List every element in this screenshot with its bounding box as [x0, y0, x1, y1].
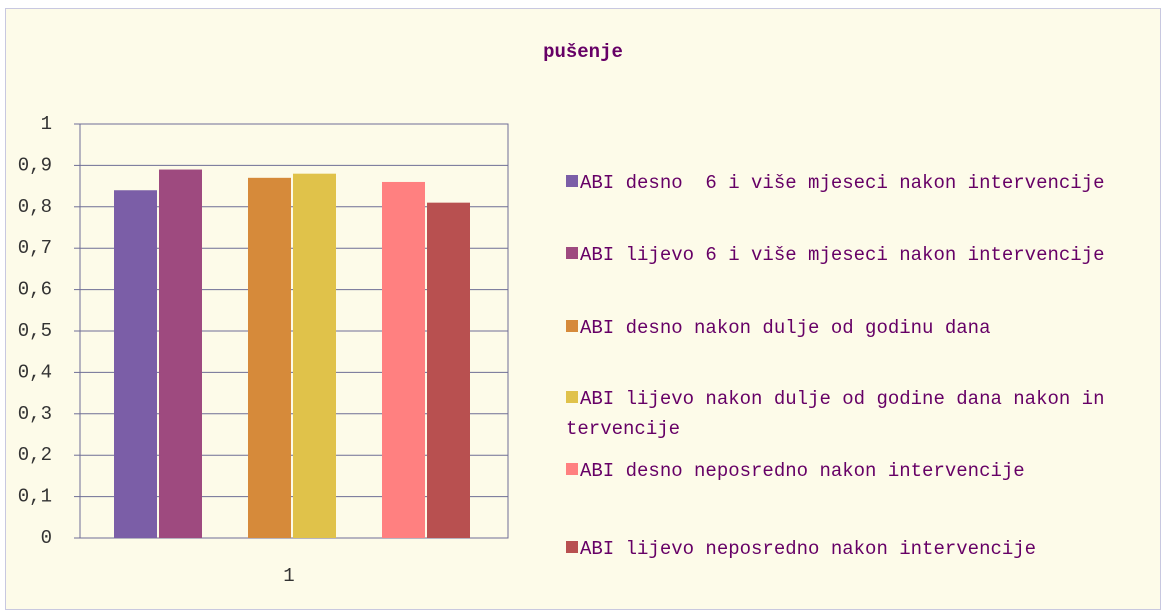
y-tick-label: 0,1	[18, 486, 52, 508]
legend-entry: ABI desno neposredno nakon intervencije	[566, 456, 1106, 486]
bar	[427, 202, 470, 538]
y-tick-label: 0,2	[18, 444, 52, 466]
bar	[382, 181, 425, 538]
chart-title: pušenje	[543, 41, 623, 63]
y-tick-label: 0	[41, 527, 52, 549]
legend-label: ABI lijevo 6 i više mjeseci nakon interv…	[580, 244, 1105, 266]
legend-swatch	[566, 320, 578, 332]
bar	[248, 177, 291, 538]
legend-label: ABI lijevo neposredno nakon intervencije	[580, 538, 1037, 560]
legend-swatch	[566, 247, 578, 259]
y-tick-label: 0,8	[18, 196, 52, 218]
bar	[293, 173, 336, 538]
y-tick-label: 0,6	[18, 279, 52, 301]
y-tick-label: 0,7	[18, 237, 52, 259]
y-tick-label: 0,4	[18, 361, 52, 383]
legend-swatch	[566, 175, 578, 187]
legend-label: ABI desno neposredno nakon intervencije	[580, 460, 1025, 482]
legend-swatch	[566, 391, 578, 403]
x-tick-label: 1	[283, 565, 294, 587]
legend-label: ABI lijevo nakon dulje od godine dana na…	[566, 388, 1105, 440]
legend-label: ABI desno 6 i više mjeseci nakon interve…	[580, 172, 1105, 194]
bar	[114, 190, 157, 539]
y-tick-label: 0,3	[18, 403, 52, 425]
bar	[159, 169, 202, 539]
legend-entry: ABI lijevo nakon dulje od godine dana na…	[566, 384, 1106, 444]
y-tick-label: 0,5	[18, 320, 52, 342]
legend-entry: ABI lijevo neposredno nakon intervencije	[566, 534, 1106, 564]
legend-entry: ABI desno 6 i više mjeseci nakon interve…	[566, 168, 1106, 198]
y-tick-label: 0,9	[18, 154, 52, 176]
y-tick-label: 1	[41, 113, 52, 135]
legend-entry: ABI desno nakon dulje od godinu dana	[566, 313, 1106, 343]
legend-swatch	[566, 463, 578, 475]
legend-entry: ABI lijevo 6 i više mjeseci nakon interv…	[566, 240, 1106, 270]
legend-label: ABI desno nakon dulje od godinu dana	[580, 317, 991, 339]
legend-swatch	[566, 541, 578, 553]
